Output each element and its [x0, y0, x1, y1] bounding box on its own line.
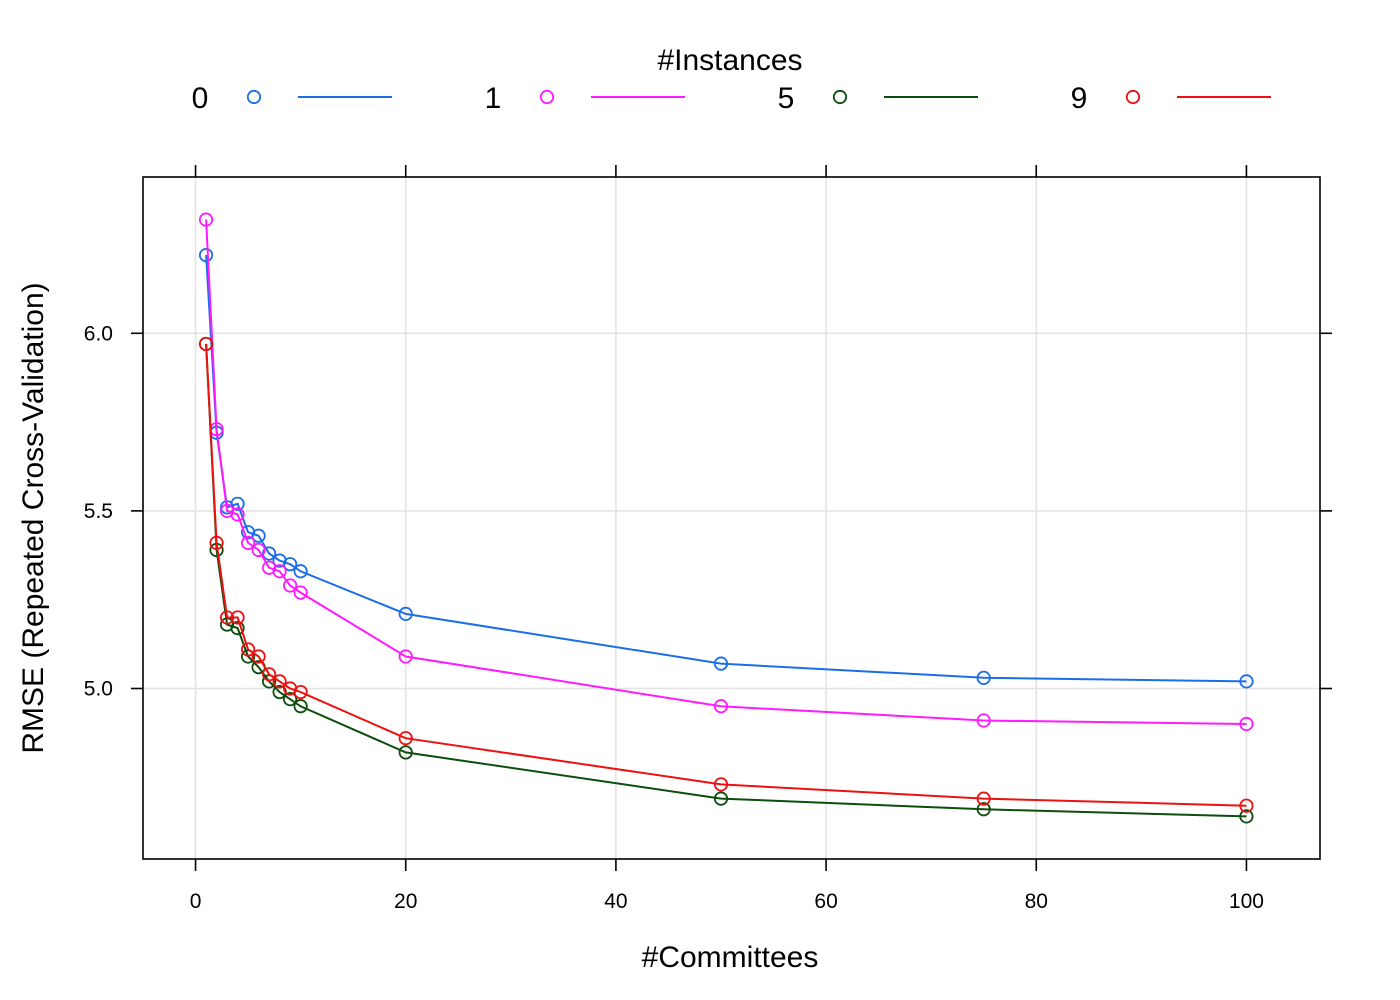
data-point-5-10 — [293, 699, 308, 714]
data-point-1-10 — [293, 585, 308, 600]
y-axis-title: RMSE (Repeated Cross-Validation) — [17, 282, 50, 753]
legend-label-9: 9 — [1071, 82, 1088, 115]
legend-marker-1 — [539, 89, 555, 105]
data-point-0-100 — [1239, 674, 1254, 689]
data-point-9-7 — [262, 667, 277, 682]
legend-marker-5 — [832, 89, 848, 105]
legend-label-1: 1 — [485, 82, 502, 115]
data-point-1-8 — [272, 564, 287, 579]
legend-item-9: 9 — [1071, 82, 1271, 115]
data-point-0-20 — [398, 606, 413, 622]
legend-item-0: 0 — [192, 82, 392, 115]
legend-label-0: 0 — [192, 82, 209, 115]
data-point-9-2 — [209, 535, 224, 550]
plot-frame — [142, 176, 1321, 860]
data-point-1-100 — [1239, 716, 1254, 732]
data-point-1-9 — [283, 578, 298, 593]
legend-label-5: 5 — [778, 82, 795, 115]
x-tick-label-0: 0 — [190, 890, 202, 913]
y-tick-label-5.0: 5.0 — [84, 678, 113, 701]
data-point-0-4 — [230, 496, 245, 511]
x-tick-label-20: 20 — [394, 890, 417, 913]
data-point-9-100 — [1239, 798, 1254, 813]
data-point-9-10 — [293, 684, 308, 700]
x-tick-label-80: 80 — [1025, 890, 1048, 913]
data-point-0-1 — [198, 248, 214, 263]
grid — [143, 177, 1320, 859]
y-tick-label-5.5: 5.5 — [84, 500, 113, 523]
x-tick-label-40: 40 — [604, 890, 627, 913]
data-point-1-1 — [198, 212, 214, 227]
data-point-9-1 — [198, 336, 214, 352]
data-point-1-20 — [398, 649, 413, 664]
legend-marker-9 — [1125, 89, 1141, 105]
data-point-9-75 — [976, 791, 991, 806]
x-tick-label-100: 100 — [1229, 890, 1264, 913]
data-point-0-6 — [251, 528, 266, 543]
series-layer — [198, 212, 1254, 824]
data-point-5-75 — [976, 802, 991, 817]
data-point-9-50 — [713, 777, 729, 792]
data-point-1-5 — [240, 535, 256, 550]
data-point-9-5 — [240, 642, 256, 657]
data-point-0-75 — [976, 670, 991, 685]
series-line-5 — [205, 343, 1247, 818]
axes: 0 20 40 60 80 100 5.0 5.5 6.0 — [84, 165, 1332, 913]
data-point-0-10 — [293, 564, 308, 579]
data-point-9-8 — [272, 674, 287, 689]
series-5 — [198, 336, 1254, 824]
series-0 — [198, 248, 1254, 689]
data-point-5-50 — [713, 791, 729, 806]
data-point-0-50 — [713, 656, 729, 671]
series-1 — [198, 212, 1254, 732]
data-point-1-50 — [713, 699, 729, 714]
data-point-5-9 — [283, 692, 298, 707]
data-point-5-4 — [230, 621, 245, 636]
legend-marker-0 — [246, 89, 262, 105]
data-point-1-6 — [251, 542, 266, 558]
data-point-5-100 — [1239, 809, 1254, 824]
legend-item-5: 5 — [778, 82, 978, 115]
data-point-9-4 — [230, 610, 245, 625]
x-tick-label-60: 60 — [814, 890, 837, 913]
data-point-1-4 — [230, 507, 245, 522]
legend-item-1: 1 — [485, 82, 685, 115]
data-point-0-9 — [283, 557, 298, 572]
y-tick-label-6.0: 6.0 — [84, 322, 113, 345]
series-9 — [198, 336, 1254, 813]
series-line-1 — [205, 219, 1247, 725]
legend-title: #Instances — [657, 44, 802, 77]
data-point-5-20 — [398, 745, 413, 760]
data-point-9-3 — [219, 610, 235, 625]
series-line-0 — [205, 255, 1247, 683]
x-axis-title: #Committees — [642, 941, 819, 974]
data-point-9-6 — [251, 649, 266, 664]
legend: #Instances 0 1 5 9 — [192, 44, 1271, 115]
series-line-9 — [205, 343, 1247, 807]
data-point-1-75 — [976, 713, 991, 728]
data-point-9-20 — [398, 731, 413, 746]
